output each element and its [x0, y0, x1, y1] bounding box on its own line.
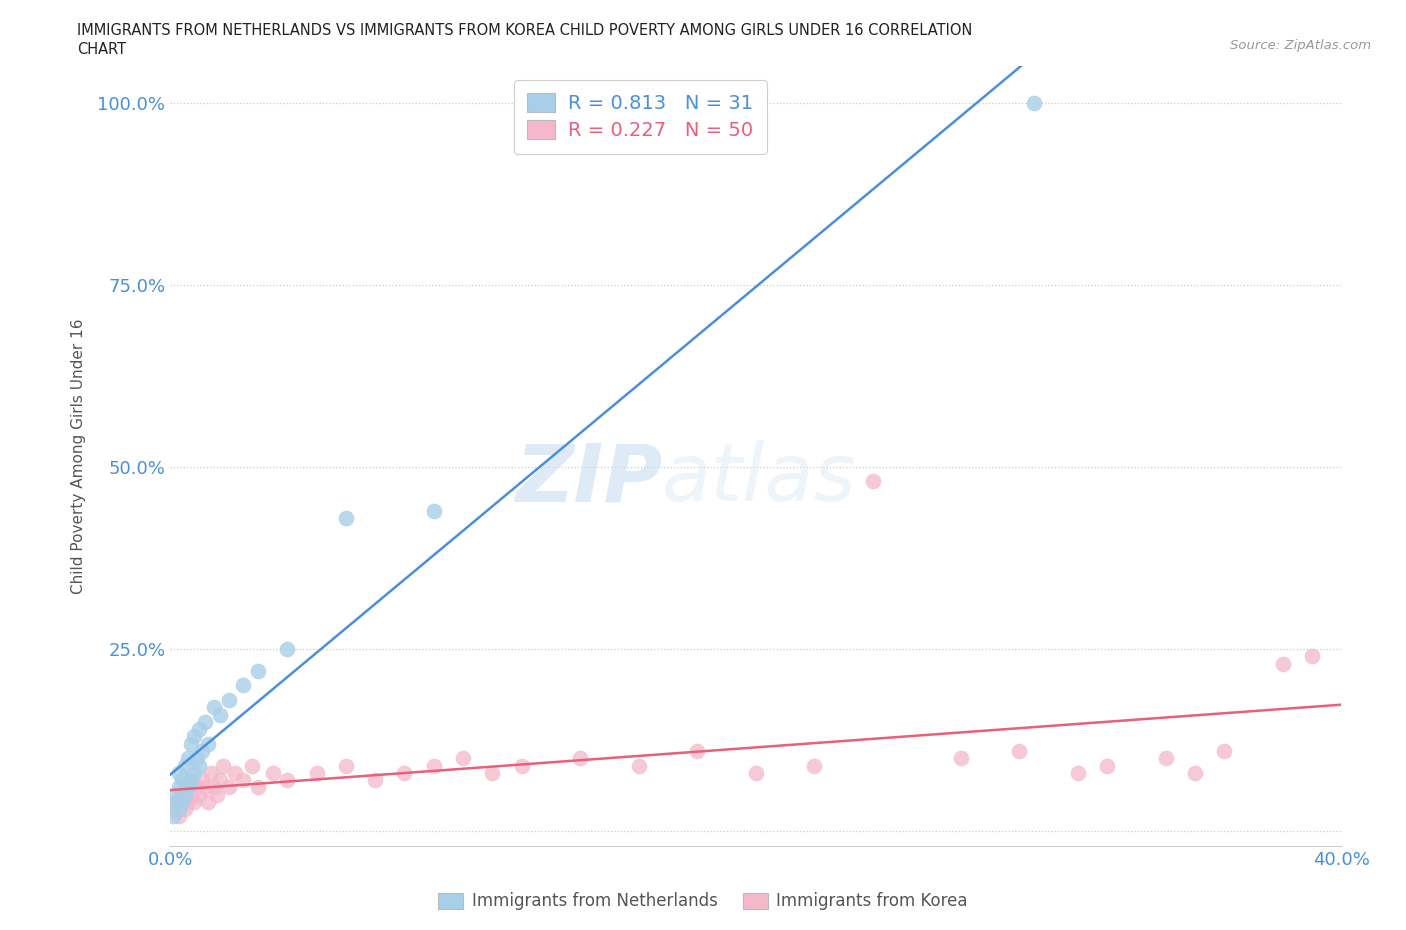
- Point: [197, 794, 219, 809]
- Point: [394, 765, 416, 780]
- Text: CHART: CHART: [77, 42, 127, 57]
- Point: [180, 787, 202, 802]
- Point: [686, 743, 709, 758]
- Y-axis label: Child Poverty Among Girls Under 16: Child Poverty Among Girls Under 16: [72, 318, 86, 593]
- Text: Source: ZipAtlas.com: Source: ZipAtlas.com: [1230, 39, 1371, 52]
- Point: [183, 794, 205, 809]
- Point: [232, 678, 254, 693]
- Point: [208, 707, 231, 722]
- Point: [177, 794, 200, 809]
- Point: [173, 802, 195, 817]
- Point: [202, 699, 225, 714]
- Text: IMMIGRANTS FROM NETHERLANDS VS IMMIGRANTS FROM KOREA CHILD POVERTY AMONG GIRLS U: IMMIGRANTS FROM NETHERLANDS VS IMMIGRANT…: [77, 23, 973, 38]
- Point: [803, 758, 825, 773]
- Point: [180, 773, 202, 788]
- Point: [188, 787, 211, 802]
- Point: [422, 503, 444, 518]
- Point: [1022, 95, 1045, 110]
- Point: [183, 765, 205, 780]
- Point: [191, 773, 214, 788]
- Point: [1271, 656, 1294, 671]
- Point: [276, 642, 298, 657]
- Point: [162, 802, 184, 817]
- Point: [173, 780, 195, 795]
- Point: [177, 780, 200, 795]
- Point: [1008, 743, 1031, 758]
- Point: [186, 780, 208, 795]
- Point: [200, 765, 222, 780]
- Point: [180, 773, 202, 788]
- Point: [305, 765, 328, 780]
- Point: [173, 787, 195, 802]
- Point: [170, 773, 193, 788]
- Point: [240, 758, 263, 773]
- Point: [177, 751, 200, 765]
- Point: [335, 758, 357, 773]
- Text: ZIP: ZIP: [515, 440, 662, 518]
- Point: [167, 765, 190, 780]
- Text: atlas: atlas: [662, 440, 856, 518]
- Point: [165, 794, 187, 809]
- Point: [188, 758, 211, 773]
- Point: [451, 751, 474, 765]
- Point: [165, 787, 187, 802]
- Point: [167, 809, 190, 824]
- Point: [1095, 758, 1118, 773]
- Point: [183, 729, 205, 744]
- Point: [1184, 765, 1206, 780]
- Point: [1213, 743, 1236, 758]
- Point: [186, 751, 208, 765]
- Point: [218, 780, 240, 795]
- Point: [167, 802, 190, 817]
- Point: [862, 474, 884, 489]
- Point: [627, 758, 650, 773]
- Point: [247, 780, 270, 795]
- Point: [205, 787, 228, 802]
- Point: [422, 758, 444, 773]
- Point: [247, 663, 270, 678]
- Point: [1301, 649, 1323, 664]
- Point: [180, 737, 202, 751]
- Point: [170, 787, 193, 802]
- Point: [170, 794, 193, 809]
- Point: [335, 511, 357, 525]
- Point: [224, 765, 246, 780]
- Point: [1154, 751, 1177, 765]
- Point: [191, 743, 214, 758]
- Point: [188, 722, 211, 737]
- Point: [165, 794, 187, 809]
- Point: [481, 765, 503, 780]
- Point: [197, 737, 219, 751]
- Point: [173, 758, 195, 773]
- Point: [262, 765, 284, 780]
- Legend: R = 0.813   N = 31, R = 0.227   N = 50: R = 0.813 N = 31, R = 0.227 N = 50: [513, 80, 766, 153]
- Point: [218, 693, 240, 708]
- Point: [569, 751, 592, 765]
- Point: [162, 809, 184, 824]
- Point: [194, 780, 217, 795]
- Point: [364, 773, 387, 788]
- Point: [212, 758, 235, 773]
- Point: [202, 780, 225, 795]
- Point: [167, 780, 190, 795]
- Point: [208, 773, 231, 788]
- Point: [232, 773, 254, 788]
- Point: [949, 751, 972, 765]
- Point: [510, 758, 533, 773]
- Point: [745, 765, 768, 780]
- Point: [194, 714, 217, 729]
- Legend: Immigrants from Netherlands, Immigrants from Korea: Immigrants from Netherlands, Immigrants …: [432, 885, 974, 917]
- Point: [1067, 765, 1090, 780]
- Point: [276, 773, 298, 788]
